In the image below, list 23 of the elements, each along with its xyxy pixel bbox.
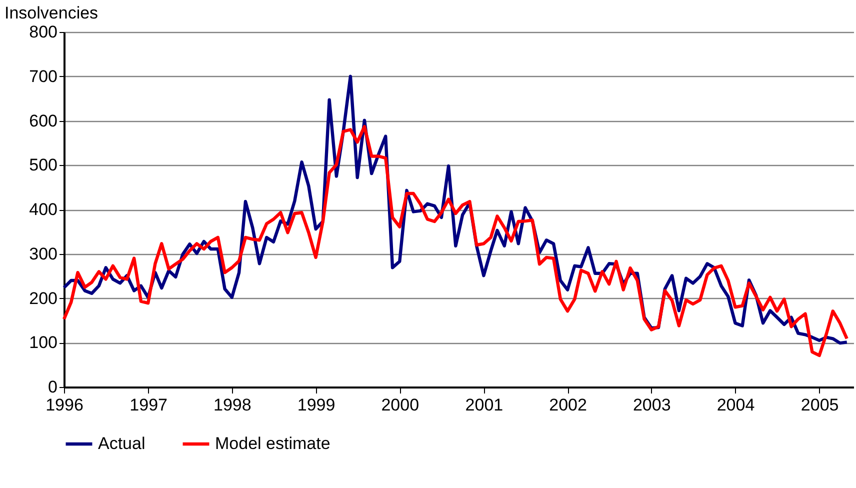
y-tick-label: 600: [29, 111, 58, 130]
x-tick-label: 2003: [632, 396, 671, 414]
y-tick-label: 700: [29, 66, 58, 86]
y-tick-label: 0: [48, 378, 58, 396]
x-tick-label: 1998: [214, 396, 252, 414]
legend-label: Actual: [98, 434, 146, 453]
x-tick-label: 2005: [800, 396, 839, 414]
y-tick-label: 400: [29, 200, 58, 219]
legend-label: Model estimate: [215, 434, 330, 453]
y-tick-label: 500: [29, 156, 58, 175]
y-tick-label: 300: [29, 244, 58, 264]
y-tick-label: 800: [29, 22, 58, 42]
x-tick-label: 1996: [46, 396, 84, 414]
y-axis-title: Insolvencies: [4, 4, 98, 22]
y-tick-label: 100: [29, 333, 58, 352]
x-tick-label: 2000: [381, 396, 420, 414]
x-tick-label: 2001: [465, 396, 504, 414]
x-tick-label: 2004: [716, 396, 755, 414]
y-tick-label: 200: [29, 288, 58, 308]
x-tick-label: 1999: [297, 396, 336, 414]
line-series: [62, 124, 848, 358]
x-tick-label: 1997: [130, 396, 168, 414]
x-tick-label: 2002: [549, 396, 587, 414]
